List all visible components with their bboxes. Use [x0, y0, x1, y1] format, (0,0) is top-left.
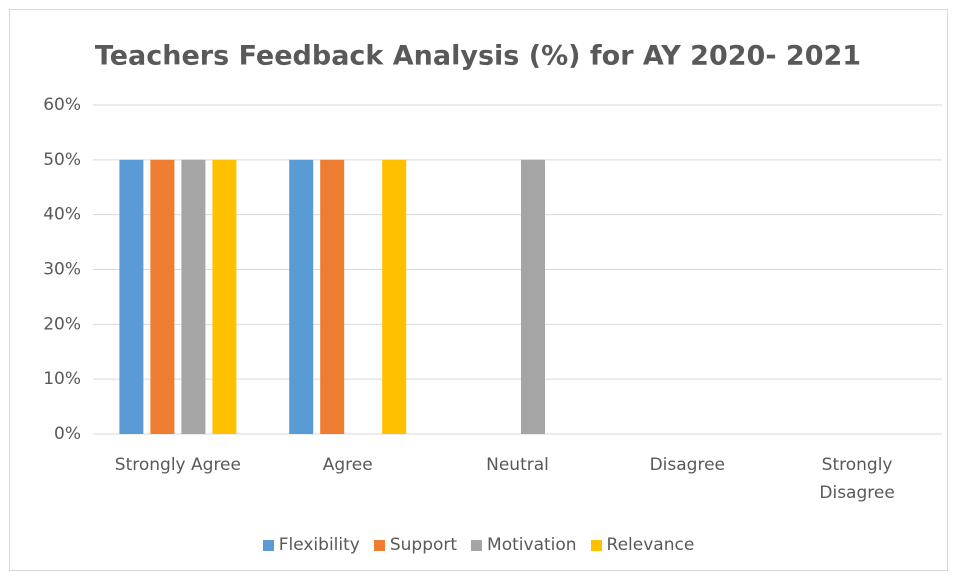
legend-item: Motivation	[471, 535, 577, 555]
bar	[181, 159, 206, 435]
bar	[289, 159, 314, 435]
bar	[521, 159, 545, 435]
y-tick-label: 10%	[43, 369, 81, 389]
y-tick-label: 50%	[43, 150, 81, 170]
x-tick-label: Neutral	[486, 455, 549, 475]
legend-label: Support	[389, 535, 458, 555]
x-tick-label: Agree	[322, 455, 373, 475]
legend-swatch	[471, 539, 483, 551]
legend-item: Relevance	[590, 535, 695, 555]
y-tick-label: 0%	[54, 424, 81, 444]
bar	[320, 159, 345, 435]
bar	[150, 159, 175, 435]
x-tick-label: Strongly Disagree	[819, 455, 895, 503]
legend-label: Relevance	[606, 535, 695, 555]
legend: Flexibility Support Motivation Relevance	[0, 535, 957, 555]
legend-item: Flexibility	[262, 535, 360, 555]
x-tick-label: Strongly Agree	[114, 455, 241, 475]
bar	[119, 159, 144, 435]
bar	[212, 159, 237, 435]
y-tick-label: 60%	[43, 95, 81, 115]
y-tick-label: 40%	[43, 205, 81, 225]
legend-label: Flexibility	[278, 535, 360, 555]
bar	[382, 159, 407, 435]
chart-title: Teachers Feedback Analysis (%) for AY 20…	[95, 41, 861, 72]
legend-swatch	[262, 539, 274, 551]
chart-border	[9, 9, 948, 571]
x-tick-label: Disagree	[649, 455, 725, 475]
legend-item: Support	[373, 535, 458, 555]
legend-swatch	[373, 539, 385, 551]
y-tick-label: 30%	[43, 260, 81, 280]
legend-label: Motivation	[487, 535, 577, 555]
legend-swatch	[590, 539, 602, 551]
y-tick-label: 20%	[43, 314, 81, 334]
